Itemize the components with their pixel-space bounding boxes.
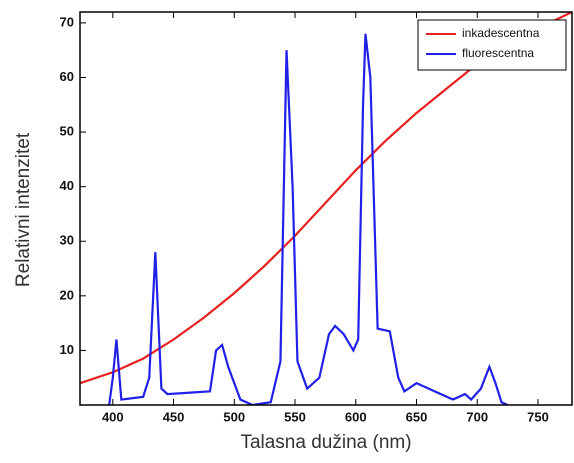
y-tick-label: 50 [60, 124, 74, 139]
x-tick-label: 550 [284, 409, 306, 424]
x-tick-label: 500 [223, 409, 245, 424]
legend-label: inkadescentna [462, 26, 540, 40]
x-tick-label: 750 [527, 409, 549, 424]
plot-frame [79, 11, 573, 406]
x-tick-label: 650 [406, 409, 428, 424]
x-tick-label: 700 [466, 409, 488, 424]
x-axis-label: Talasna dužina (nm) [240, 432, 411, 453]
y-tick-label: 40 [60, 178, 74, 193]
line-series [108, 33, 509, 405]
x-tick-label: 450 [163, 409, 185, 424]
y-tick-label: 20 [60, 287, 74, 302]
x-tick-label: 400 [102, 409, 124, 424]
legend-label: fluorescentna [462, 46, 534, 60]
y-tick-label: 70 [60, 14, 74, 29]
y-tick-label: 10 [60, 342, 74, 357]
y-axis-label: Relativni intenzitet [13, 132, 34, 287]
y-tick-label: 30 [60, 233, 74, 248]
x-tick-label: 600 [345, 409, 367, 424]
legend-box [417, 19, 567, 71]
y-tick-label: 60 [60, 69, 74, 84]
